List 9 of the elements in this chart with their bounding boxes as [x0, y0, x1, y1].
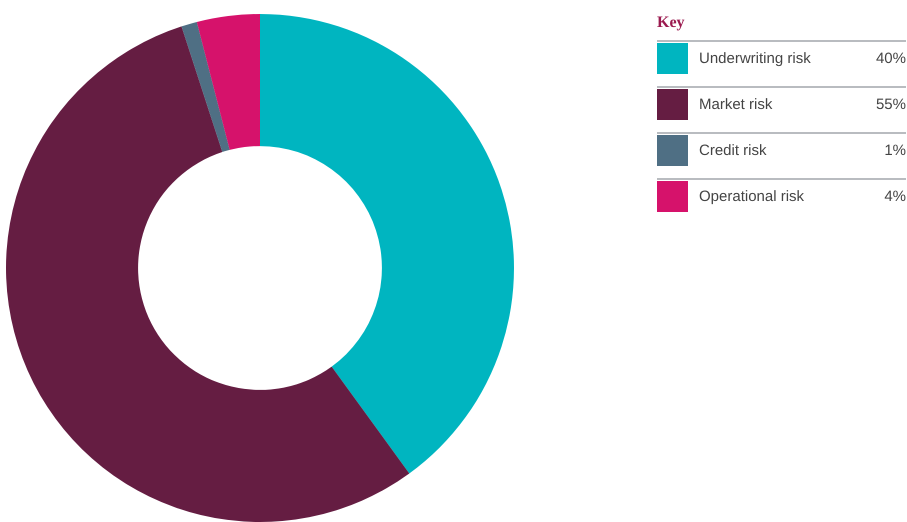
- data-label: 4%: [884, 188, 906, 204]
- data-label: 1%: [884, 142, 906, 158]
- legend-label: Operational risk: [699, 188, 806, 204]
- data-label: 55%: [876, 96, 906, 112]
- legend-label: Market risk: [699, 96, 774, 112]
- legend-label: Underwriting risk: [699, 50, 812, 66]
- legend-label: Credit risk: [699, 142, 768, 158]
- legend-title: Key: [657, 14, 685, 32]
- data-label: 40%: [876, 50, 906, 66]
